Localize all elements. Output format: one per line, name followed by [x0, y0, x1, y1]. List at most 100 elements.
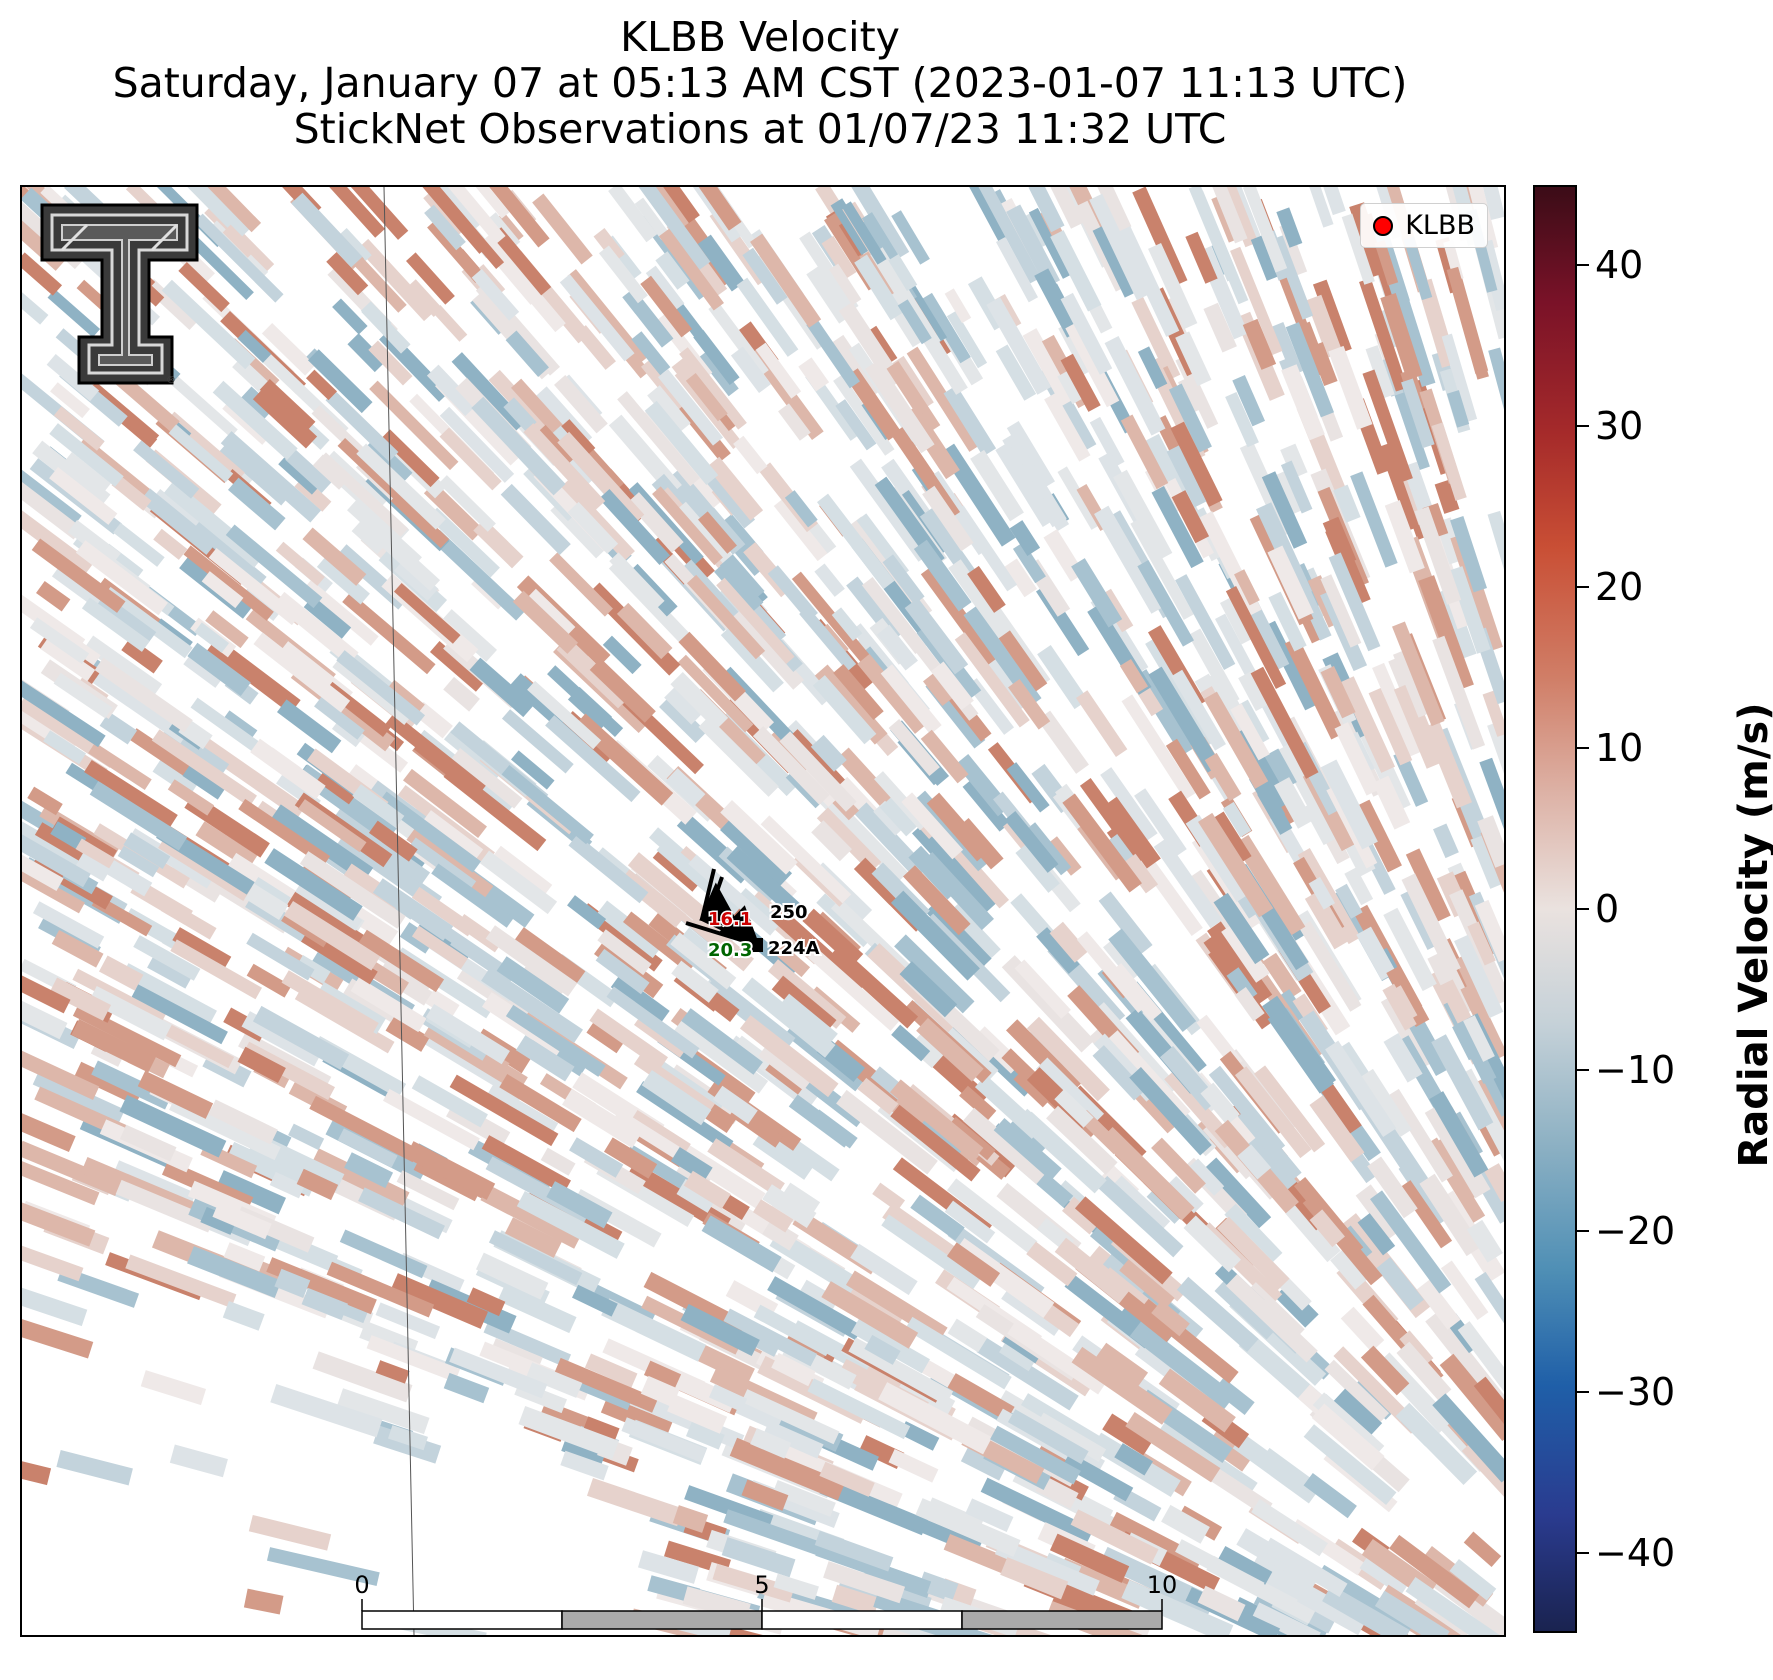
velocity-gate [569, 1137, 624, 1178]
velocity-gate [1050, 230, 1102, 312]
velocity-gate [762, 1184, 817, 1228]
velocity-gate [74, 1061, 143, 1106]
velocity-gate [1370, 1190, 1452, 1294]
velocity-gate [807, 1378, 911, 1440]
velocity-gate [337, 1388, 430, 1435]
velocity-gate [153, 528, 188, 560]
velocity-gate [1158, 1368, 1236, 1433]
velocity-gate [890, 1104, 981, 1182]
velocity-gate [1214, 1278, 1278, 1340]
velocity-gate [621, 1417, 707, 1463]
velocity-gate [708, 1384, 748, 1412]
velocity-gate [49, 977, 112, 1021]
velocity-gate [466, 187, 550, 248]
velocity-gate [1129, 1321, 1236, 1410]
colorbar-tick-mark [1577, 908, 1589, 910]
velocity-gate [752, 726, 830, 805]
velocity-gate [816, 807, 882, 873]
velocity-gate [479, 234, 566, 333]
velocity-gate [701, 1215, 782, 1273]
velocity-gate [182, 761, 228, 800]
velocity-gate [169, 1444, 228, 1478]
velocity-gate [1175, 331, 1212, 387]
velocity-gate [99, 955, 144, 991]
velocity-gate [559, 274, 635, 362]
velocity-gate [836, 1089, 938, 1175]
velocity-gate [1213, 811, 1252, 863]
velocity-gate [449, 1347, 548, 1399]
velocity-gate [736, 277, 799, 357]
velocity-gate [252, 1005, 350, 1070]
velocity-gate [557, 479, 635, 561]
velocity-gate [1004, 811, 1059, 873]
velocity-gate [1089, 416, 1125, 468]
velocity-gate [1036, 1412, 1107, 1462]
velocity-gate [219, 441, 290, 506]
velocity-gate [212, 380, 298, 461]
velocity-gate [596, 900, 664, 959]
velocity-gate [220, 431, 322, 523]
velocity-gate [841, 201, 887, 265]
velocity-gate [1380, 293, 1423, 381]
velocity-gate [187, 642, 251, 696]
velocity-gate [1171, 669, 1226, 751]
velocity-gate [1200, 1082, 1240, 1126]
velocity-gate [438, 475, 496, 532]
title-line-1: KLBB Velocity [620, 13, 900, 61]
radar-map[interactable]: ® 16.1 250 224A 20.3 [20, 185, 1506, 1637]
velocity-gate [369, 380, 459, 471]
velocity-gate [878, 1382, 993, 1455]
velocity-gate [205, 610, 249, 649]
velocity-gate [807, 947, 900, 1031]
velocity-gate [733, 435, 768, 475]
velocity-gate [491, 227, 552, 296]
velocity-gate [31, 538, 126, 613]
velocity-gate [106, 860, 153, 897]
velocity-gate [976, 1337, 1079, 1411]
velocity-gate [1276, 207, 1303, 248]
velocity-gate [1095, 1342, 1149, 1388]
velocity-gate [237, 329, 272, 363]
velocity-gate [819, 1461, 875, 1497]
velocity-gate [492, 845, 553, 897]
velocity-gate [1102, 796, 1161, 869]
velocity-gate [222, 224, 256, 258]
velocity-gate [1281, 364, 1325, 441]
velocity-gate [1306, 294, 1343, 358]
velocity-gate [250, 738, 326, 800]
velocity-gate [36, 580, 71, 612]
velocity-gate [652, 848, 701, 892]
velocity-gate [886, 361, 941, 433]
velocity-gate [1359, 278, 1408, 392]
velocity-gate [1185, 231, 1218, 284]
velocity-gate [1166, 444, 1209, 508]
velocity-gate [183, 545, 274, 621]
velocity-gate [296, 1168, 339, 1201]
velocity-gate [22, 992, 68, 1040]
velocity-gate [1374, 1590, 1450, 1635]
velocity-gate [102, 586, 193, 659]
velocity-gate [670, 932, 737, 990]
velocity-gate [1280, 460, 1313, 514]
velocity-gate [1448, 566, 1491, 654]
velocity-gate [560, 1450, 609, 1481]
velocity-gate [767, 565, 818, 622]
velocity-gate [1049, 1533, 1130, 1583]
velocity-gate [222, 1301, 265, 1331]
velocity-gate [723, 1308, 818, 1367]
velocity-gate [741, 977, 836, 1058]
velocity-gate [1064, 1274, 1155, 1349]
velocity-gate [1450, 533, 1503, 652]
velocity-gate [22, 1041, 100, 1100]
velocity-gate [636, 1081, 734, 1152]
velocity-gate [540, 1147, 576, 1176]
velocity-gate [1121, 1579, 1234, 1635]
velocity-gate [1274, 1283, 1319, 1328]
velocity-gate [695, 1344, 755, 1385]
velocity-gate [730, 609, 805, 690]
velocity-gate [922, 485, 974, 552]
velocity-gate [129, 728, 203, 784]
velocity-gate [1267, 1009, 1334, 1094]
scale-tick-5: 5 [754, 1571, 769, 1599]
velocity-gate [723, 1509, 828, 1558]
